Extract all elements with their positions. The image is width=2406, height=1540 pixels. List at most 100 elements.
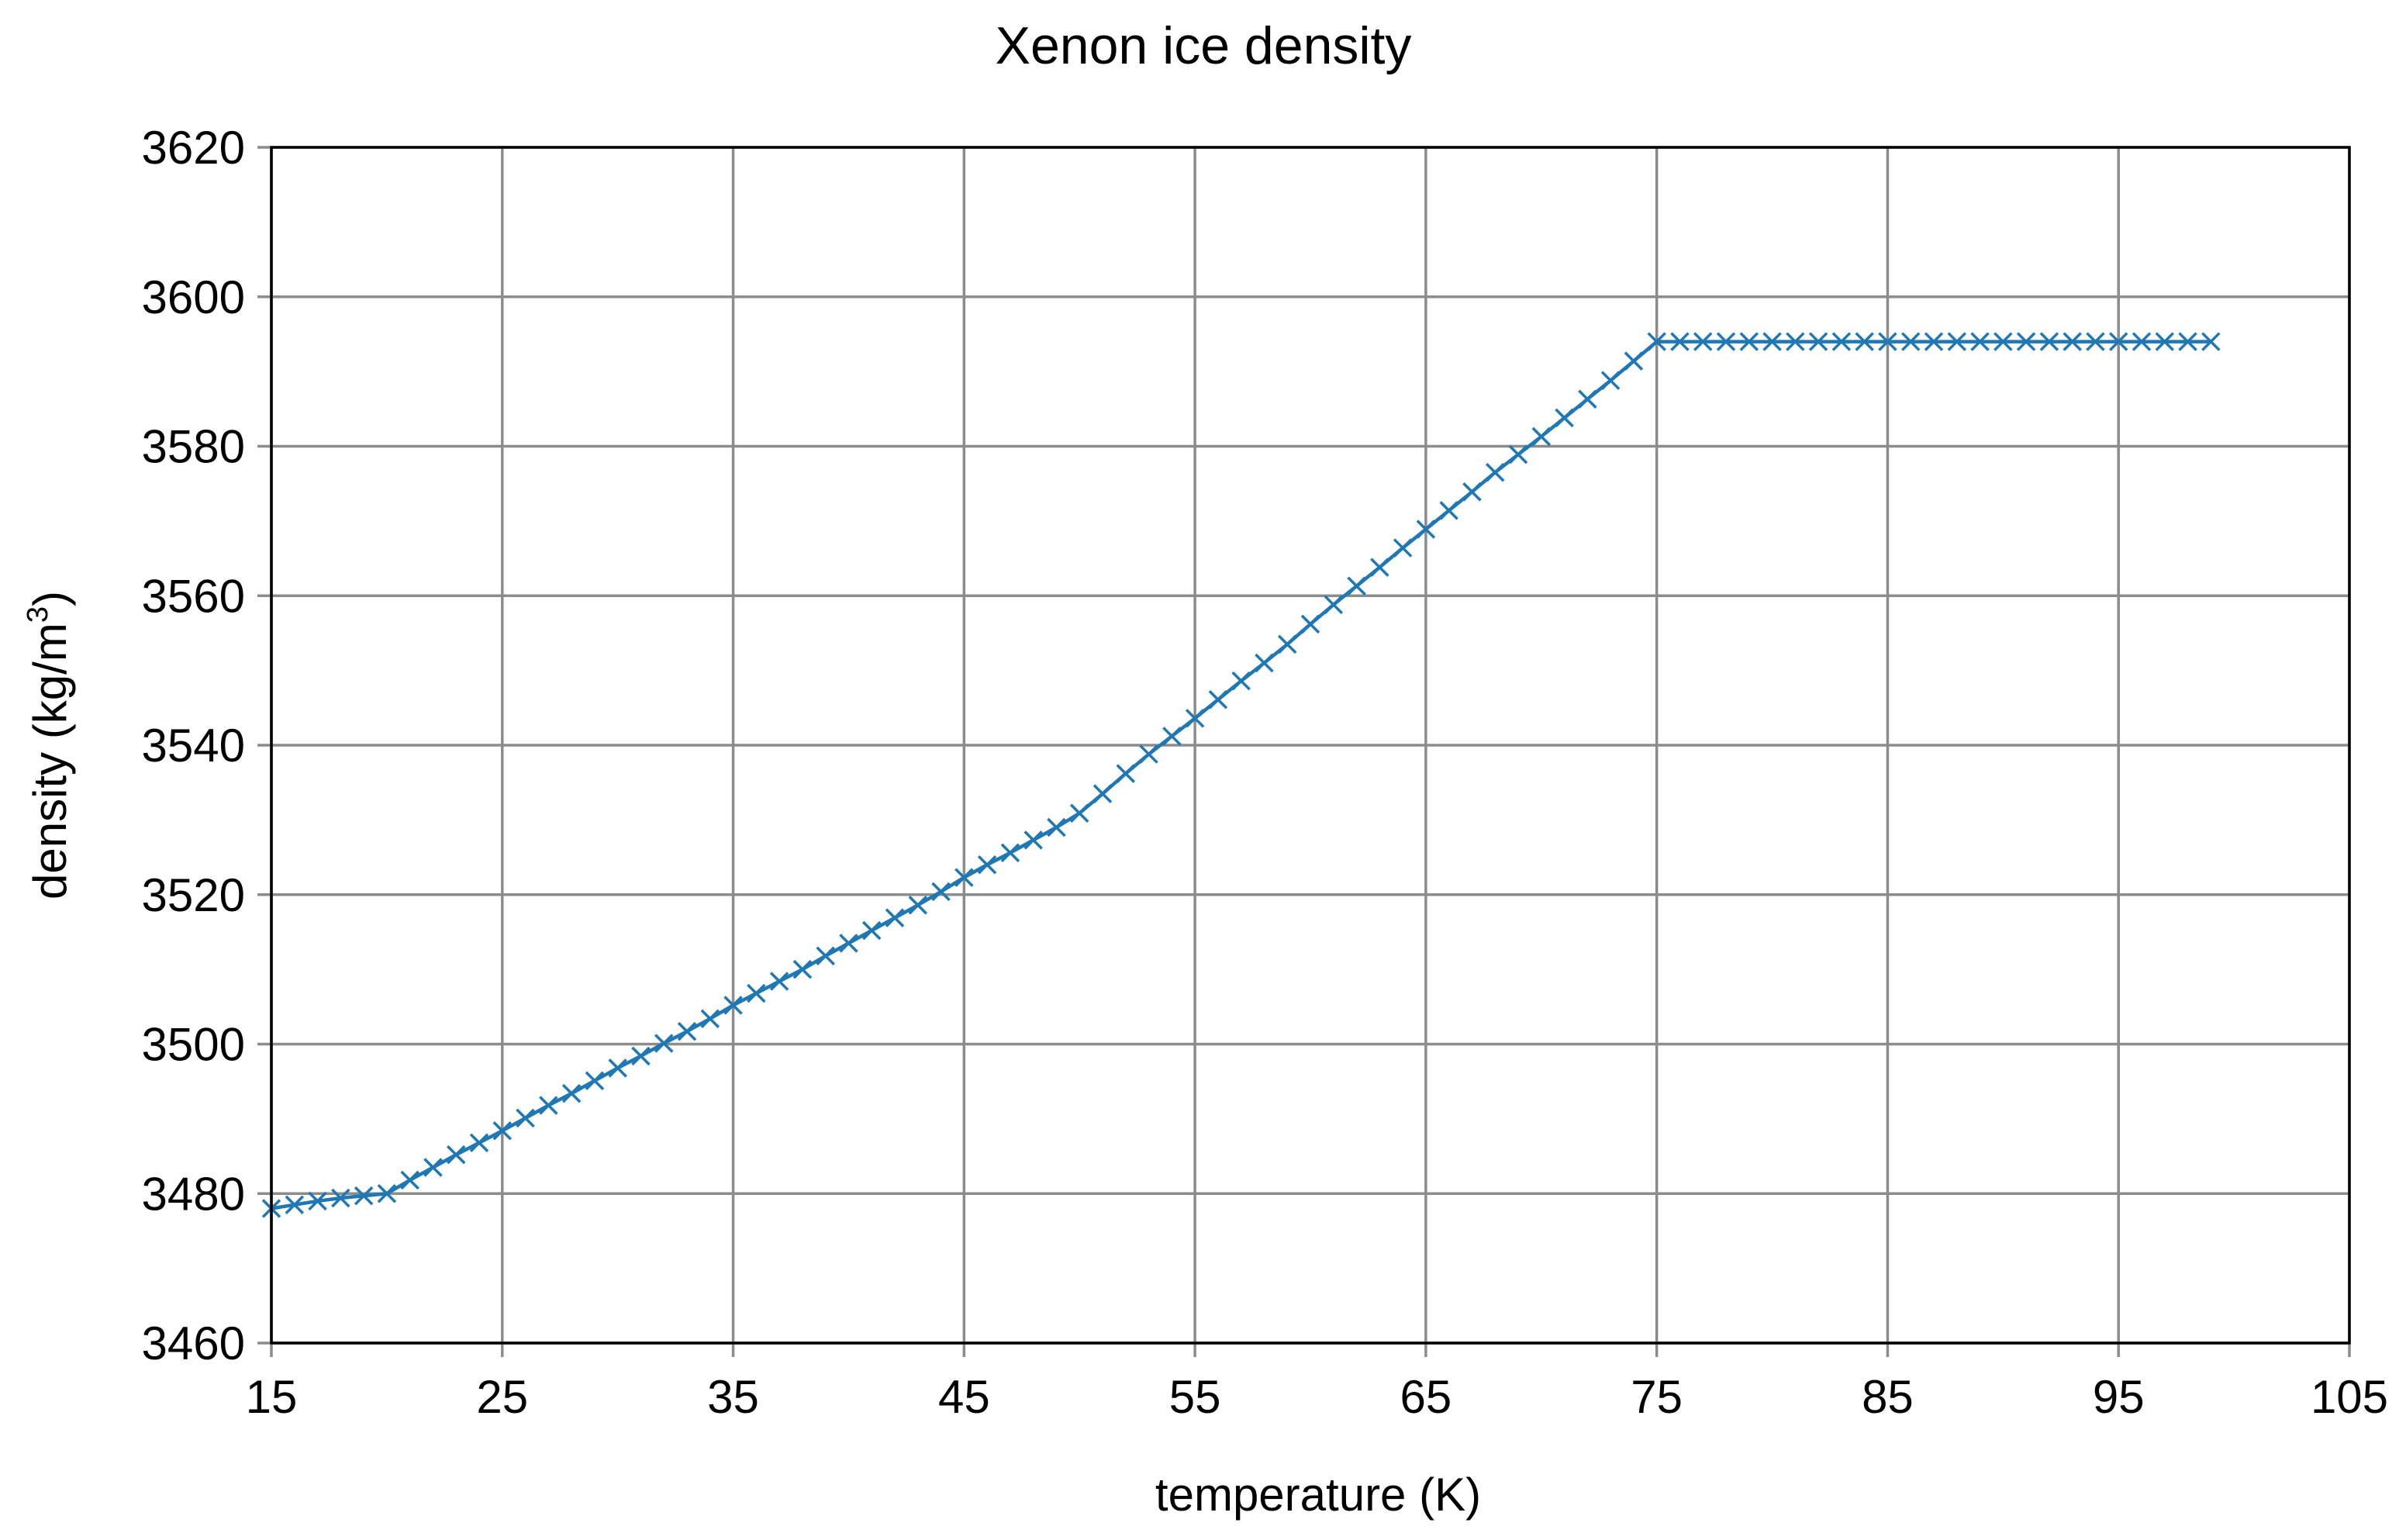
data-point-marker bbox=[1277, 634, 1297, 654]
data-point-marker bbox=[1970, 332, 1990, 351]
data-point-marker bbox=[1255, 653, 1274, 673]
data-point-marker bbox=[1324, 595, 1344, 615]
y-tick-label: 3480 bbox=[142, 1168, 245, 1220]
axis-ticks bbox=[257, 146, 2351, 1357]
data-point-marker bbox=[1900, 332, 1921, 351]
data-point-marker bbox=[446, 1145, 466, 1165]
data-point-marker bbox=[1578, 389, 1597, 409]
y-axis-label-close: ) bbox=[24, 591, 76, 606]
data-point-marker bbox=[2132, 332, 2152, 351]
data-point-marker bbox=[2039, 332, 2059, 351]
data-point-marker bbox=[1808, 332, 1828, 351]
y-tick-label: 3520 bbox=[142, 869, 245, 921]
x-tick-label: 55 bbox=[1169, 1371, 1221, 1423]
data-point-marker bbox=[954, 868, 974, 887]
y-tick-label: 3460 bbox=[142, 1317, 245, 1369]
data-point-marker bbox=[816, 946, 835, 966]
data-point-marker bbox=[1347, 576, 1366, 596]
data-point-marker bbox=[1162, 727, 1182, 746]
data-point-marker bbox=[2201, 332, 2221, 351]
data-point-marker bbox=[423, 1158, 443, 1177]
data-point-marker bbox=[1047, 817, 1066, 837]
x-tick-label: 15 bbox=[246, 1371, 298, 1423]
data-point-marker bbox=[1439, 501, 1458, 520]
x-tick-label: 95 bbox=[2093, 1371, 2145, 1423]
data-point-marker bbox=[654, 1034, 674, 1053]
data-point-marker bbox=[2178, 332, 2197, 351]
data-point-marker bbox=[1093, 784, 1113, 803]
data-point-marker bbox=[1069, 803, 1089, 823]
y-tick-label: 3600 bbox=[142, 271, 245, 323]
data-point-marker bbox=[1855, 332, 1874, 351]
data-point-marker bbox=[839, 934, 858, 953]
data-point-marker bbox=[561, 1083, 582, 1103]
data-point-marker bbox=[1000, 843, 1020, 863]
x-tick-label: 75 bbox=[1631, 1371, 1683, 1423]
y-tick-label: 3500 bbox=[142, 1019, 245, 1071]
data-point-marker bbox=[677, 1021, 697, 1041]
data-point-marker bbox=[516, 1108, 535, 1128]
y-axis-label: density (kg/m3) bbox=[22, 591, 76, 899]
data-point-marker bbox=[492, 1121, 513, 1141]
data-point-marker bbox=[769, 972, 789, 991]
x-tick-label: 25 bbox=[476, 1371, 528, 1423]
y-axis-label-superscript: 3 bbox=[22, 606, 54, 623]
data-point-marker bbox=[1624, 351, 1644, 371]
data-point-marker bbox=[1739, 332, 1759, 351]
x-tick-label: 105 bbox=[2311, 1371, 2388, 1423]
data-point-marker bbox=[331, 1188, 350, 1208]
data-point-marker bbox=[861, 920, 882, 941]
chart-title: Xenon ice density bbox=[996, 16, 1412, 75]
data-point-marker bbox=[1023, 830, 1043, 850]
y-tick-label: 3620 bbox=[142, 122, 245, 174]
data-point-marker bbox=[1370, 558, 1389, 577]
data-point-marker bbox=[1993, 332, 2013, 351]
data-point-marker bbox=[1231, 671, 1251, 691]
data-point-marker bbox=[539, 1096, 558, 1115]
data-point-marker bbox=[1947, 332, 1967, 351]
x-axis-label: temperature (K) bbox=[1155, 1469, 1481, 1521]
data-point-marker bbox=[608, 1058, 627, 1078]
data-point-marker bbox=[1416, 520, 1436, 539]
grid-lines bbox=[270, 146, 2351, 1345]
data-point-marker bbox=[1555, 408, 1574, 428]
data-point-marker bbox=[931, 882, 951, 902]
data-point-marker bbox=[2086, 332, 2105, 351]
data-point-marker bbox=[1531, 426, 1552, 447]
data-point-marker bbox=[585, 1071, 605, 1090]
series-line bbox=[271, 340, 2211, 1210]
data-point-marker bbox=[885, 908, 905, 927]
x-tick-label: 85 bbox=[1862, 1371, 1914, 1423]
data-point-marker bbox=[1647, 332, 1666, 351]
data-point-marker bbox=[723, 996, 743, 1015]
series-layer bbox=[261, 332, 2221, 1218]
data-point-marker bbox=[1924, 332, 1944, 351]
tick-labels: 15 25 35 45 55 65 75 85 95 105 3460 3480 3500 3520 354… bbox=[142, 122, 2389, 1423]
x-tick-label: 35 bbox=[707, 1371, 759, 1423]
data-point-marker bbox=[2016, 332, 2036, 351]
data-point-marker bbox=[1831, 332, 1852, 351]
x-tick-label: 45 bbox=[938, 1371, 990, 1423]
data-point-marker bbox=[2063, 332, 2082, 351]
plot-area-border bbox=[270, 146, 2351, 1345]
data-point-marker bbox=[1670, 332, 1690, 351]
data-point-marker bbox=[469, 1133, 489, 1152]
data-point-marker bbox=[377, 1184, 397, 1203]
data-point-marker bbox=[1716, 332, 1736, 351]
data-point-marker bbox=[1462, 482, 1482, 502]
data-point-marker bbox=[977, 855, 997, 875]
data-point-marker bbox=[1116, 764, 1136, 783]
data-point-marker bbox=[1878, 332, 1897, 351]
y-tick-label: 3580 bbox=[142, 421, 245, 473]
data-point-marker bbox=[792, 959, 813, 979]
data-point-marker bbox=[747, 983, 766, 1003]
data-point-marker bbox=[1786, 332, 1805, 351]
data-point-marker bbox=[1139, 744, 1158, 764]
data-point-marker bbox=[631, 1046, 651, 1066]
data-point-marker bbox=[1762, 332, 1782, 351]
y-tick-label: 3540 bbox=[142, 720, 245, 772]
data-point-marker bbox=[354, 1186, 374, 1206]
x-tick-label: 65 bbox=[1400, 1371, 1452, 1423]
